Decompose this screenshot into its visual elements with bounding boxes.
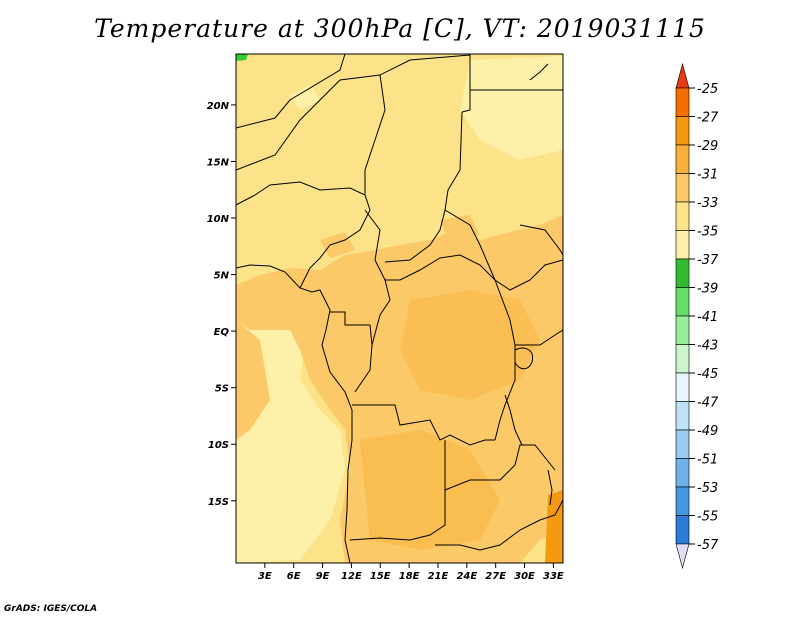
lon-tick-label: 6E (287, 571, 301, 582)
colorbar-segment (675, 401, 690, 431)
field-band-orange-sw (236, 320, 270, 440)
colorbar-segment (675, 372, 690, 402)
colorbar-min-triangle (675, 543, 690, 570)
border-niger-nigeria (236, 181, 371, 289)
border-tanzania-kenya (515, 329, 563, 346)
colorbar-label: -33 (697, 196, 718, 211)
border-zambia (444, 444, 556, 491)
lat-tick-label: 15S (208, 497, 229, 508)
colorbar-label: -37 (697, 253, 719, 268)
axis-ticks: 20N 15N 10N 5N EQ 5S 10S 15S 3E 6E 9E 12E 15E 18E 21E 2… (207, 101, 564, 582)
border-namibia (435, 519, 541, 551)
lon-tick-label: 33E (543, 571, 564, 582)
colorbar-label: -53 (697, 481, 718, 496)
lat-tick-label: 15N (207, 157, 230, 168)
colorbar-segment (675, 116, 690, 146)
lat-tick-label: 20N (207, 101, 230, 112)
border-angola-drc (352, 404, 495, 446)
border-south-sudan (444, 209, 563, 291)
colorbar-label: -31 (697, 168, 718, 183)
border-sudan-chad (384, 111, 463, 263)
field-band-orange-congo (400, 290, 540, 400)
colorbar-label: -47 (697, 396, 719, 411)
colorbar-segment (675, 429, 690, 459)
colorbar-segment (675, 87, 690, 117)
colorbar-label: -35 (697, 225, 718, 240)
field-patch-orange-cameroon (320, 232, 355, 258)
lon-tick-label: 9E (316, 571, 330, 582)
border-niger-algeria (236, 54, 471, 171)
lon-tick-label: 12E (341, 571, 362, 582)
colorbar-label: -41 (697, 310, 718, 325)
lon-tick-label: 18E (399, 571, 420, 582)
lat-tick-label: 5N (214, 271, 230, 282)
lake-victoria (514, 347, 534, 370)
border-ethiopia (519, 224, 563, 256)
colorbar-label: -57 (697, 538, 719, 553)
colorbar-segment (675, 258, 690, 288)
field-patch-light-ne (500, 125, 560, 155)
colorbar-segment (675, 230, 690, 260)
lon-tick-label: 24E (456, 571, 477, 582)
plot-frame (235, 53, 564, 564)
border-drc-uganda (494, 279, 516, 441)
colorbar-segment (675, 458, 690, 488)
colorbar-segment (675, 201, 690, 231)
colorbar-label: -27 (697, 111, 719, 126)
coastline-red-sea (529, 63, 549, 81)
lake-malawi (547, 469, 553, 506)
field-patch-green (236, 54, 248, 61)
colorbar-label: -51 (697, 453, 718, 468)
border-chad-libya (364, 74, 386, 195)
colorbar-segment (675, 144, 690, 174)
lake-tanganyika (504, 394, 523, 446)
border-libya-algeria (236, 54, 346, 129)
border-congo-gabon (330, 311, 373, 393)
lon-tick-label: 21E (428, 571, 449, 582)
border-egypt-libya (461, 54, 471, 113)
lat-tick-label: 10N (207, 214, 230, 225)
colorbar-segment (675, 173, 690, 203)
colorbar-label: -55 (697, 510, 718, 525)
field-band-light-west (236, 290, 345, 563)
chart-title: Temperature at 300hPa [C], VT: 201903111… (94, 14, 706, 43)
field-patch-orange-chad (440, 215, 480, 245)
border-tanzania-mozambique (539, 499, 563, 521)
lon-tick-label: 27E (485, 571, 506, 582)
colorbar-label: -29 (697, 139, 718, 154)
colorbar-label: -25 (697, 82, 718, 97)
border-chad-car (364, 209, 496, 281)
colorbar-label: -45 (697, 367, 718, 382)
colorbar-segment (675, 515, 690, 545)
colorbar-segment (675, 344, 690, 374)
lon-tick-label: 3E (258, 571, 272, 582)
temperature-field (236, 54, 563, 563)
country-borders (236, 54, 563, 563)
colorbar-max-triangle (675, 62, 690, 89)
colorbar-segment (675, 315, 690, 345)
field-band-orange-angola (360, 430, 500, 550)
colorbar: -25 -27 -29 -31 -33 -35 -37 -39 -41 -43 -45 -47 -49 -… (675, 62, 719, 570)
field-patch-light-north (290, 85, 320, 110)
lat-tick-label: EQ (214, 327, 230, 338)
colorbar-label: -49 (697, 424, 718, 439)
colorbar-label: -43 (697, 339, 718, 354)
colorbar-label: -39 (697, 282, 718, 297)
lon-tick-label: 30E (514, 571, 535, 582)
border-angola-zambia (349, 440, 446, 541)
colorbar-segment (675, 287, 690, 317)
grads-credit: GrADS: IGES/COLA (4, 604, 98, 614)
border-drc-car (371, 279, 391, 346)
lat-tick-label: 5S (215, 384, 229, 395)
lon-tick-label: 15E (370, 571, 391, 582)
coastline-west-africa (236, 264, 353, 563)
colorbar-segment (675, 486, 690, 516)
lat-tick-label: 10S (208, 440, 229, 451)
